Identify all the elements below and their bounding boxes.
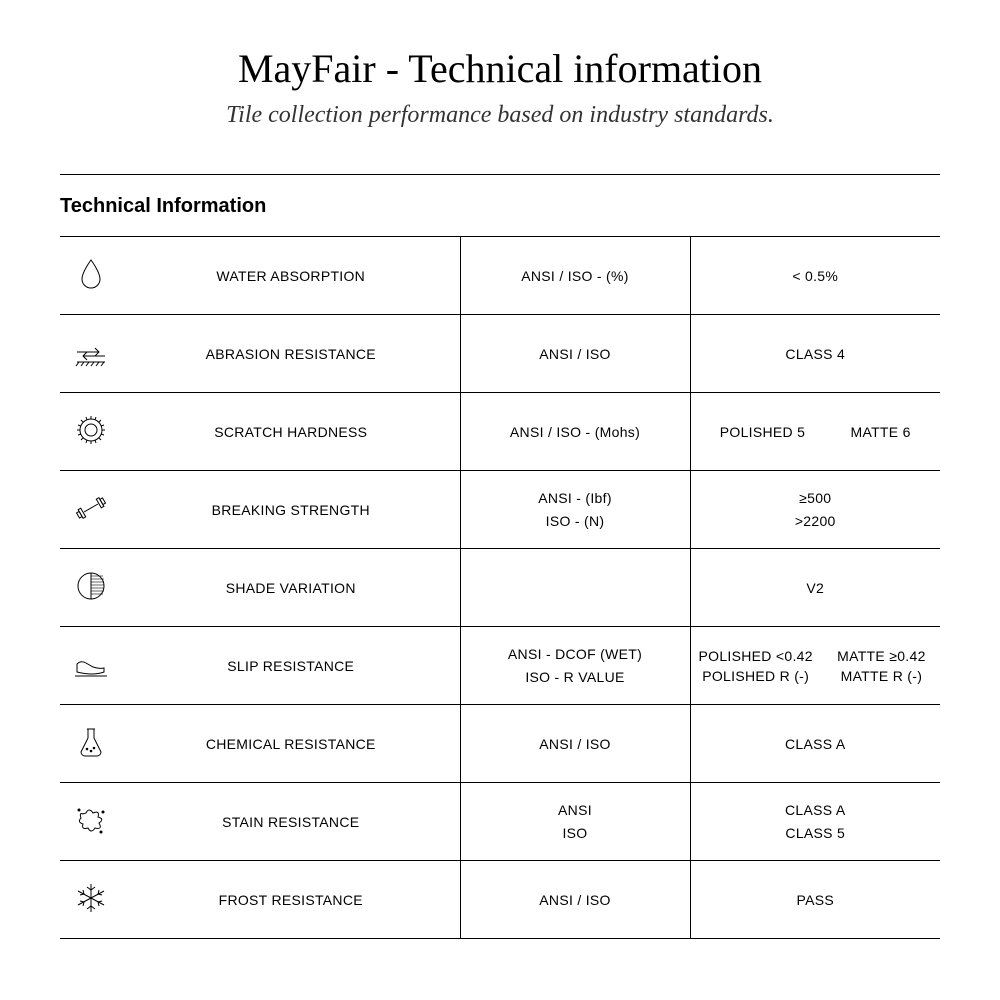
spec-standard: ANSI / ISO (460, 315, 690, 393)
spec-label: BREAKING STRENGTH (122, 471, 460, 549)
table-row: ABRASION RESISTANCEANSI / ISOCLASS 4 (60, 315, 940, 393)
icon-cell (60, 471, 122, 549)
spec-standard: ANSI / ISO (460, 861, 690, 939)
spec-value: POLISHED <0.42 MATTE ≥0.42 POLISHED R (-) M… (690, 627, 940, 705)
shoe-icon (73, 646, 109, 682)
spec-value: V2 (690, 549, 940, 627)
icon-cell (60, 393, 122, 471)
spec-table: WATER ABSORPTIONANSI / ISO - (%)< 0.5%AB… (60, 236, 940, 939)
spec-value-item: MATTE ≥0.42 (837, 648, 926, 664)
table-row: SHADE VARIATION V2 (60, 549, 940, 627)
dumbbell-icon (73, 490, 109, 526)
spec-value-item: POLISHED 5 (720, 424, 805, 440)
spec-value: ≥500>2200 (690, 471, 940, 549)
table-row: WATER ABSORPTIONANSI / ISO - (%)< 0.5% (60, 237, 940, 315)
spec-standard-line: ANSI - (Ibf) (469, 487, 682, 509)
icon-cell (60, 705, 122, 783)
spec-value: CLASS ACLASS 5 (690, 783, 940, 861)
spec-value-line: ≥500 (699, 487, 933, 509)
icon-cell (60, 549, 122, 627)
spec-value: PASS (690, 861, 940, 939)
spec-standard-line: ANSI (469, 799, 682, 821)
spec-standard: ANSI / ISO - (%) (460, 237, 690, 315)
water-drop-icon (73, 256, 109, 292)
spec-value: CLASS 4 (690, 315, 940, 393)
icon-cell (60, 237, 122, 315)
snowflake-icon (73, 880, 109, 916)
spec-label: SHADE VARIATION (122, 549, 460, 627)
spec-label: ABRASION RESISTANCE (122, 315, 460, 393)
spec-standard: ANSIISO (460, 783, 690, 861)
spec-label: CHEMICAL RESISTANCE (122, 705, 460, 783)
spec-standard-line: ISO (469, 822, 682, 844)
spec-standard: ANSI / ISO (460, 705, 690, 783)
spec-standard-line: ISO - (N) (469, 510, 682, 532)
spec-standard-line: ISO - R VALUE (469, 666, 682, 688)
shade-circle-icon (73, 568, 109, 604)
table-row: BREAKING STRENGTHANSI - (Ibf)ISO - (N)≥5… (60, 471, 940, 549)
flask-icon (73, 724, 109, 760)
spec-standard: ANSI - (Ibf)ISO - (N) (460, 471, 690, 549)
spec-standard-line: ANSI - DCOF (WET) (469, 643, 682, 665)
icon-cell (60, 627, 122, 705)
stain-icon (73, 802, 109, 838)
spec-value: CLASS A (690, 705, 940, 783)
spec-value-line: >2200 (699, 510, 933, 532)
page-subtitle: Tile collection performance based on ind… (60, 102, 940, 129)
page-title: MayFair - Technical information (60, 45, 940, 92)
gear-icon (73, 412, 109, 448)
abrasion-icon (73, 334, 109, 370)
table-row: FROST RESISTANCEANSI / ISOPASS (60, 861, 940, 939)
spec-value-item: POLISHED <0.42 (699, 648, 813, 664)
icon-cell (60, 861, 122, 939)
icon-cell (60, 783, 122, 861)
spec-value: < 0.5% (690, 237, 940, 315)
spec-value-item: MATTE R (-) (841, 668, 923, 684)
spec-standard (460, 549, 690, 627)
spec-label: SCRATCH HARDNESS (122, 393, 460, 471)
spec-standard: ANSI / ISO - (Mohs) (460, 393, 690, 471)
spec-value-item: MATTE 6 (851, 424, 911, 440)
spec-value-line: CLASS A (699, 799, 933, 821)
spec-value-item: POLISHED R (-) (702, 668, 809, 684)
spec-value: POLISHED 5 MATTE 6 (690, 393, 940, 471)
spec-label: WATER ABSORPTION (122, 237, 460, 315)
spec-value-line: CLASS 5 (699, 822, 933, 844)
table-row: STAIN RESISTANCEANSIISOCLASS ACLASS 5 (60, 783, 940, 861)
table-row: SLIP RESISTANCEANSI - DCOF (WET)ISO - R … (60, 627, 940, 705)
spec-label: STAIN RESISTANCE (122, 783, 460, 861)
table-row: SCRATCH HARDNESSANSI / ISO - (Mohs)POLIS… (60, 393, 940, 471)
icon-cell (60, 315, 122, 393)
spec-label: FROST RESISTANCE (122, 861, 460, 939)
spec-standard: ANSI - DCOF (WET)ISO - R VALUE (460, 627, 690, 705)
spec-label: SLIP RESISTANCE (122, 627, 460, 705)
table-row: CHEMICAL RESISTANCEANSI / ISOCLASS A (60, 705, 940, 783)
section-header: Technical Information (60, 195, 940, 218)
top-divider (60, 174, 940, 175)
